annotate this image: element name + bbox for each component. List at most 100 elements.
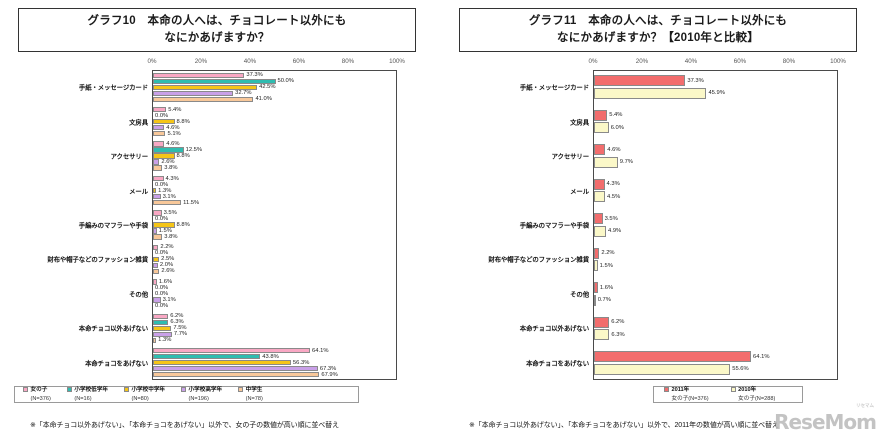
bar-value-label: 0.7% [597, 297, 611, 304]
legend-item[interactable]: 女の子 (N=376) [23, 386, 51, 403]
bar-value-label: 42.5% [259, 84, 276, 91]
bar-value-label: 1.5% [599, 262, 613, 269]
x-axis-tick-label: 60% [292, 58, 306, 65]
category-label: アクセサリー [110, 153, 149, 161]
bar [594, 191, 606, 203]
bar-value-label: 64.1% [312, 347, 329, 354]
bar [153, 297, 161, 303]
plot-frame [152, 70, 397, 380]
bar-value-label: 50.0% [277, 78, 294, 85]
bar-value-label: 5.4% [609, 112, 623, 119]
bar [153, 159, 160, 165]
bar [594, 351, 752, 363]
bar-value-label: 4.6% [166, 124, 180, 131]
bar [153, 268, 160, 275]
x-axis-tick-label: 40% [243, 58, 257, 65]
right-plot-area: 0% 20% 40% 60% 80% 100% 手紙・メッセージカード 37.3% 45.9% 文… [441, 56, 882, 406]
bar-value-label: 1.3% [158, 187, 172, 194]
right-chart-panel: グラフ11 本命の人へは、チョコレート以外にも なにかあげますか？【2010年と比… [441, 0, 882, 438]
bar-value-label: 55.6% [732, 366, 749, 373]
bar-value-label: 32.7% [235, 90, 252, 97]
bar-value-label: 3.1% [162, 296, 176, 303]
bar [153, 165, 163, 171]
category-label: その他 [570, 291, 589, 299]
bar-value-label: 2.2% [160, 244, 174, 251]
bar [153, 141, 165, 147]
bar [153, 175, 164, 182]
legend-swatch [66, 387, 72, 393]
bar [594, 156, 618, 168]
category-label: 手紙・メッセージカード [519, 84, 589, 92]
bar-value-label: 6.3% [170, 319, 184, 326]
watermark-sub: リセマム [856, 404, 874, 409]
bar-value-label: 2.6% [161, 159, 175, 166]
category-label: その他 [129, 291, 148, 299]
bar [153, 90, 234, 96]
bar-value-label: 0.0% [155, 216, 169, 222]
bar [153, 372, 320, 378]
plot-frame [593, 70, 838, 380]
bar [153, 210, 162, 216]
legend-item[interactable]: 小学校低学年 (N=16) [66, 386, 108, 403]
bar-value-label: 0.0% [155, 302, 169, 309]
legend-label: 2010年 女の子(N=288) [738, 387, 776, 402]
bar-value-label: 56.3% [292, 359, 310, 366]
bar-value-label: 1.6% [158, 278, 173, 285]
legend-swatch [238, 387, 244, 393]
bar-value-label: 1.3% [158, 337, 172, 344]
watermark-text: ReseMom [774, 410, 877, 434]
x-axis-tick-label: 40% [684, 58, 698, 65]
category-label: 手編みのマフラーや手袋 [519, 222, 589, 230]
bar [153, 84, 258, 90]
category-label: 手紙・メッセージカード [78, 84, 148, 92]
bar [153, 337, 157, 344]
bar-value-label: 0.0% [155, 250, 169, 257]
bar-value-label: 2.6% [161, 268, 175, 275]
legend-item[interactable]: 2010年 女の子(N=288) [730, 386, 776, 403]
bar-value-label: 8.8% [176, 153, 190, 160]
bar [594, 294, 596, 306]
category-label: アクセサリー [551, 153, 590, 161]
bar-value-label: 2.5% [161, 256, 175, 263]
bar-value-label: 41.0% [255, 96, 272, 103]
bar-value-label: 3.1% [162, 193, 176, 200]
legend-item[interactable]: 小学校高学年 (N=196) [181, 386, 222, 403]
bar-value-label: 4.9% [608, 228, 622, 235]
bar-value-label: 8.8% [176, 118, 190, 125]
left-chart-title-box: グラフ10 本命の人へは、チョコレート以外にも なにかあげますか？ [18, 8, 416, 52]
x-axis-tick-label: 0% [588, 58, 598, 65]
bar-value-label: 2.0% [159, 262, 174, 269]
bar-value-label: 37.3% [687, 77, 704, 84]
legend-label: 小学校中学年 (N=80) [131, 387, 166, 402]
legend-item[interactable]: 2011年 女の子(N=376) [664, 386, 709, 403]
category-label: 手編みのマフラーや手袋 [78, 222, 148, 230]
legend-item[interactable]: 中学生 (N=78) [238, 386, 263, 403]
legend-swatch [23, 387, 28, 393]
bar [153, 222, 175, 228]
bar [594, 260, 598, 272]
bar [153, 130, 166, 137]
category-label: 本命チョコ以外あげない [78, 325, 148, 333]
title-line: なにかあげますか？ [164, 32, 270, 44]
title-line: グラフ10 本命の人へは、チョコレート以外にも [87, 15, 347, 28]
chart-legend: 2011年 女の子(N=376) 2010年 女の子(N=288) [653, 386, 803, 403]
resemom-watermark: リセマム ReseMom [774, 404, 877, 434]
bar [153, 72, 245, 78]
bar [153, 228, 157, 234]
bar [153, 313, 169, 320]
bar [153, 319, 169, 326]
bar [153, 234, 163, 240]
bar [153, 256, 160, 263]
category-label: 財布や帽子などのファッション雑貨 [47, 256, 148, 264]
bar [153, 348, 311, 354]
bar [594, 282, 598, 294]
right-footnote: ※「本命チョコ以外あげない」、「本命チョコをあげない」以外で、2011年の数値が… [469, 422, 779, 429]
legend-swatch [123, 387, 129, 393]
bar-value-label: 64.1% [753, 353, 770, 360]
x-axis-tick-label: 20% [194, 58, 208, 65]
bar-value-label: 11.5% [183, 199, 200, 206]
bar [594, 144, 606, 156]
legend-item[interactable]: 小学校中学年 (N=80) [123, 386, 166, 403]
bar-value-label: 67.9% [321, 371, 338, 378]
right-chart-title-box: グラフ11 本命の人へは、チョコレート以外にも なにかあげますか？【2010年と比… [459, 8, 857, 52]
